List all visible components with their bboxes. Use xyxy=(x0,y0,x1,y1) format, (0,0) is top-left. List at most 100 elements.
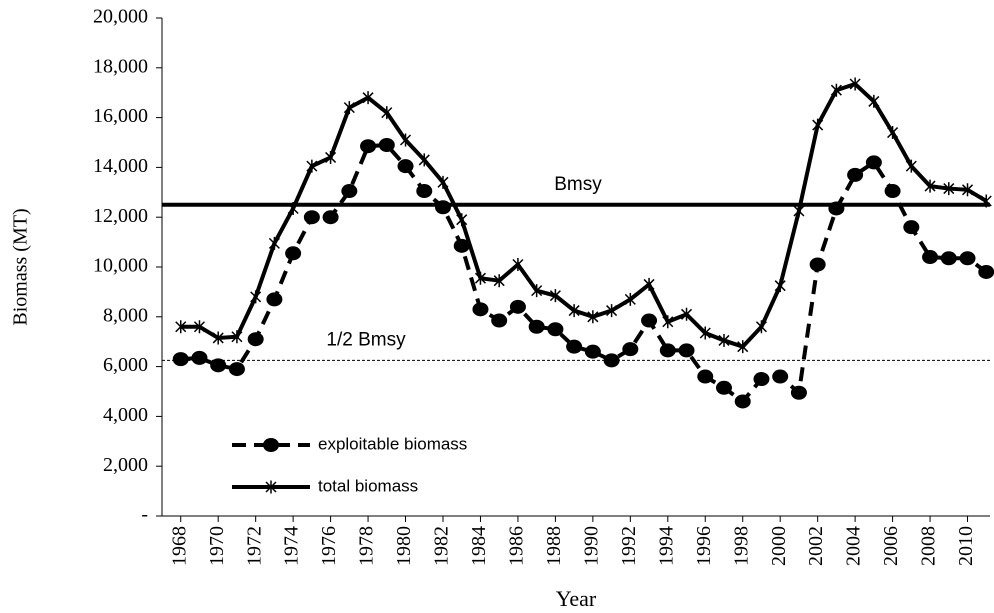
point xyxy=(830,83,842,97)
point xyxy=(210,358,227,373)
point xyxy=(606,304,618,318)
legend-marker xyxy=(265,480,277,494)
point xyxy=(680,307,693,321)
point xyxy=(175,320,187,334)
point xyxy=(528,319,545,334)
x-axis-title: Year xyxy=(556,586,597,611)
x-tick-label: 1990 xyxy=(580,526,602,566)
point xyxy=(325,150,337,164)
x-tick-label: 1988 xyxy=(543,526,565,566)
x-tick-label: 1970 xyxy=(206,526,228,566)
point xyxy=(659,343,676,358)
x-tick-label: 2008 xyxy=(918,526,940,566)
x-tick-label: 1998 xyxy=(730,526,752,566)
legend-label: exploitable biomass xyxy=(318,434,467,453)
point xyxy=(697,369,714,384)
x-tick-label: 2002 xyxy=(805,526,827,566)
point xyxy=(437,175,449,189)
x-tick-label: 1982 xyxy=(431,526,453,566)
point xyxy=(381,106,393,120)
point xyxy=(306,159,318,173)
point xyxy=(737,340,749,354)
point xyxy=(812,118,824,132)
point xyxy=(809,257,826,272)
point xyxy=(418,153,430,167)
point xyxy=(980,194,992,208)
point xyxy=(887,126,899,140)
point xyxy=(568,304,580,318)
point xyxy=(718,333,730,347)
x-tick-label: 1986 xyxy=(506,526,528,566)
y-tick-label: 14,000 xyxy=(93,155,148,177)
x-tick-label: 1978 xyxy=(356,526,378,566)
point xyxy=(531,284,543,298)
legend-marker xyxy=(263,438,279,452)
point xyxy=(715,380,732,395)
y-tick-label: 20,000 xyxy=(93,6,148,28)
point xyxy=(266,292,283,307)
point xyxy=(472,302,489,317)
x-tick-label: 2010 xyxy=(955,526,977,566)
point xyxy=(772,369,789,384)
x-tick-label: 1974 xyxy=(281,526,303,566)
point xyxy=(884,184,901,199)
x-tick-label: 1980 xyxy=(393,526,415,566)
point xyxy=(191,350,208,365)
point xyxy=(959,251,976,266)
point xyxy=(943,182,955,196)
point xyxy=(603,353,620,368)
y-tick-label: 8,000 xyxy=(103,304,148,326)
x-tick-label: 1968 xyxy=(168,526,190,566)
point xyxy=(587,310,599,324)
point xyxy=(755,320,767,334)
point xyxy=(509,299,526,314)
y-tick-label: 2,000 xyxy=(103,454,148,476)
y-tick-label: - xyxy=(141,504,148,526)
y-tick-label: 10,000 xyxy=(93,255,148,277)
x-tick-label: 1994 xyxy=(655,526,677,566)
x-tick-label: 1972 xyxy=(243,526,265,566)
point xyxy=(341,184,358,199)
point xyxy=(247,332,264,347)
x-tick-label: 1984 xyxy=(468,526,490,566)
point xyxy=(493,274,505,288)
point xyxy=(774,279,786,293)
point xyxy=(865,155,882,170)
point xyxy=(303,210,320,225)
point xyxy=(868,94,880,108)
x-tick-label: 2006 xyxy=(880,526,902,566)
point xyxy=(453,238,470,253)
point xyxy=(566,339,583,354)
point xyxy=(285,246,302,261)
point xyxy=(940,251,957,266)
point xyxy=(734,394,751,409)
point xyxy=(549,289,561,303)
point xyxy=(753,372,770,387)
point xyxy=(491,313,508,328)
point xyxy=(172,352,189,367)
y-tick-label: 6,000 xyxy=(103,354,148,376)
point xyxy=(231,330,243,344)
point xyxy=(622,342,639,357)
x-tick-label: 1976 xyxy=(318,526,340,566)
point xyxy=(362,91,374,105)
point xyxy=(828,201,845,216)
y-tick-label: 16,000 xyxy=(93,105,148,127)
point xyxy=(903,220,920,235)
point xyxy=(849,77,861,91)
x-tick-label: 2000 xyxy=(768,526,790,566)
point xyxy=(924,179,936,193)
point xyxy=(699,326,711,340)
point xyxy=(922,250,939,265)
y-tick-label: 18,000 xyxy=(93,55,148,77)
point xyxy=(360,139,377,154)
point xyxy=(961,183,974,197)
point xyxy=(643,277,655,291)
point xyxy=(662,315,674,329)
point xyxy=(343,101,355,115)
y-tick-label: 12,000 xyxy=(93,205,148,227)
reference-label: 1/2 Bmsy xyxy=(326,329,406,350)
point xyxy=(397,159,414,174)
point xyxy=(212,331,224,345)
